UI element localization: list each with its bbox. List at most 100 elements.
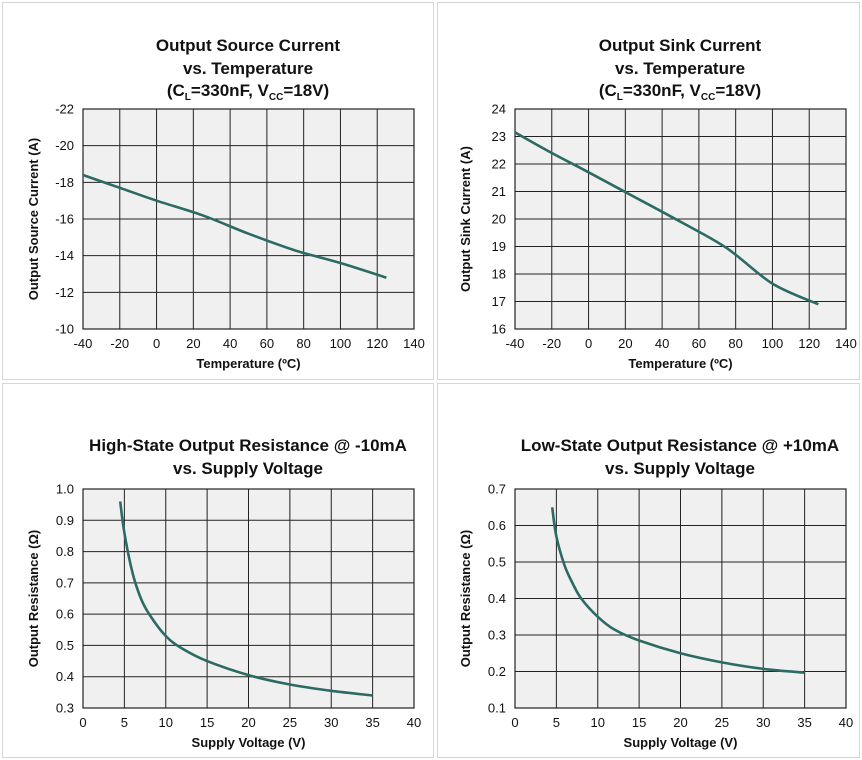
y-tick-label: 16 bbox=[492, 322, 506, 337]
x-tick-label: 20 bbox=[186, 336, 200, 351]
series-line bbox=[514, 131, 819, 306]
x-tick-label: 25 bbox=[715, 715, 729, 730]
plot-frame bbox=[82, 488, 415, 709]
y-tick-label: 0.4 bbox=[56, 669, 74, 684]
x-tick-label: 140 bbox=[835, 336, 857, 351]
x-axis-label: Temperature (ºC) bbox=[628, 356, 732, 371]
y-tick-label: 0.2 bbox=[488, 664, 506, 679]
y-axis-label: Output Sink Current (A) bbox=[458, 146, 473, 292]
x-tick-label: 120 bbox=[366, 336, 388, 351]
x-axis-label: Supply Voltage (V) bbox=[624, 735, 738, 750]
x-tick-label: -20 bbox=[110, 336, 129, 351]
x-tick-label: 120 bbox=[798, 336, 820, 351]
y-tick-label: 0.5 bbox=[56, 638, 74, 653]
series-line bbox=[118, 501, 373, 697]
y-tick-label: -22 bbox=[55, 102, 74, 117]
x-tick-label: 10 bbox=[591, 715, 605, 730]
x-tick-label: 80 bbox=[728, 336, 742, 351]
x-tick-label: 60 bbox=[692, 336, 706, 351]
x-tick-label: 15 bbox=[200, 715, 214, 730]
x-axis-label: Temperature (ºC) bbox=[196, 356, 300, 371]
y-tick-label: 19 bbox=[492, 239, 506, 254]
x-tick-label: -20 bbox=[542, 336, 561, 351]
plot-frame bbox=[514, 488, 847, 709]
chart-1: -40 -20 0 20 40 60 80 100 120 140 24 23 22 21 20 19 18 17… bbox=[458, 36, 857, 371]
x-tick-label: 30 bbox=[756, 715, 770, 730]
x-tick-label: 10 bbox=[159, 715, 173, 730]
y-tick-label: 1.0 bbox=[56, 482, 74, 497]
y-tick-label: -18 bbox=[55, 175, 74, 190]
y-tick-label: 0.5 bbox=[488, 555, 506, 570]
x-tick-label: 80 bbox=[296, 336, 310, 351]
y-tick-label: 21 bbox=[492, 184, 506, 199]
chart-title-line: vs. Temperature bbox=[615, 59, 745, 78]
x-tick-label: 5 bbox=[121, 715, 128, 730]
x-tick-label: 0 bbox=[79, 715, 86, 730]
x-tick-label: 25 bbox=[283, 715, 297, 730]
y-tick-label: -12 bbox=[55, 285, 74, 300]
x-tick-label: 100 bbox=[330, 336, 352, 351]
y-tick-label: -16 bbox=[55, 212, 74, 227]
chart-0: -40 -20 0 20 40 60 80 100 120 140 -22 -20 -18 -16 -14 -… bbox=[26, 36, 425, 371]
y-tick-label: 24 bbox=[492, 102, 506, 117]
y-tick-label: -20 bbox=[55, 138, 74, 153]
plot-frame bbox=[514, 108, 847, 330]
chart-title-conditions: (CL=330nF, VCC=18V) bbox=[167, 81, 329, 103]
series-line bbox=[82, 173, 387, 279]
y-tick-label: 0.1 bbox=[488, 701, 506, 716]
y-axis-label: Output Resistance (Ω) bbox=[458, 530, 473, 668]
x-axis-label: Supply Voltage (V) bbox=[192, 735, 306, 750]
x-tick-label: 40 bbox=[223, 336, 237, 351]
chart-title-line: vs. Supply Voltage bbox=[605, 459, 755, 478]
x-tick-label: 20 bbox=[618, 336, 632, 351]
y-tick-label: 18 bbox=[492, 267, 506, 282]
chart-title-conditions: (CL=330nF, VCC=18V) bbox=[599, 81, 761, 103]
chart-title-line: vs. Temperature bbox=[183, 59, 313, 78]
y-tick-label: 17 bbox=[492, 294, 506, 309]
plot-frame bbox=[82, 108, 415, 330]
chart-title-line: Output Source Current bbox=[156, 36, 341, 55]
y-tick-label: -14 bbox=[55, 248, 74, 263]
chart-title-line: High-State Output Resistance @ -10mA bbox=[89, 436, 407, 455]
x-tick-label: 40 bbox=[655, 336, 669, 351]
chart-title-line: vs. Supply Voltage bbox=[173, 459, 323, 478]
x-tick-label: 0 bbox=[511, 715, 518, 730]
x-tick-label: 60 bbox=[260, 336, 274, 351]
chart-2: 0 5 10 15 20 25 30 35 40 1.0 0.9 0.8 0.7 0.6 0.5 0.4 0.3… bbox=[26, 436, 421, 750]
y-tick-label: 0.4 bbox=[488, 591, 506, 606]
x-tick-label: 40 bbox=[407, 715, 421, 730]
x-tick-label: 20 bbox=[673, 715, 687, 730]
chart-title-line: Low-State Output Resistance @ +10mA bbox=[521, 436, 839, 455]
x-tick-label: 35 bbox=[797, 715, 811, 730]
y-tick-label: 0.3 bbox=[488, 628, 506, 643]
x-tick-label: 15 bbox=[632, 715, 646, 730]
x-tick-label: 0 bbox=[153, 336, 160, 351]
x-tick-label: 0 bbox=[585, 336, 592, 351]
x-tick-label: 20 bbox=[241, 715, 255, 730]
y-tick-label: -10 bbox=[55, 322, 74, 337]
y-tick-label: 23 bbox=[492, 129, 506, 144]
y-tick-label: 0.7 bbox=[488, 482, 506, 497]
chart-title-line: Output Sink Current bbox=[599, 36, 762, 55]
x-tick-label: -40 bbox=[74, 336, 93, 351]
y-tick-label: 0.6 bbox=[56, 607, 74, 622]
x-tick-label: -40 bbox=[506, 336, 525, 351]
y-tick-label: 0.3 bbox=[56, 701, 74, 716]
y-tick-label: 0.6 bbox=[488, 518, 506, 533]
x-tick-label: 100 bbox=[762, 336, 784, 351]
x-tick-label: 140 bbox=[403, 336, 425, 351]
y-axis-label: Output Resistance (Ω) bbox=[26, 530, 41, 668]
y-tick-label: 0.7 bbox=[56, 575, 74, 590]
series-line bbox=[550, 507, 805, 674]
x-tick-label: 35 bbox=[365, 715, 379, 730]
y-tick-label: 22 bbox=[492, 157, 506, 172]
y-tick-label: 0.8 bbox=[56, 544, 74, 559]
y-tick-label: 0.9 bbox=[56, 513, 74, 528]
chart-3: 0 5 10 15 20 25 30 35 40 0.7 0.6 0.5 0.4 0.3 0.2 0.1 Sup… bbox=[458, 436, 853, 750]
x-tick-label: 5 bbox=[553, 715, 560, 730]
x-tick-label: 30 bbox=[324, 715, 338, 730]
x-tick-label: 40 bbox=[839, 715, 853, 730]
y-axis-label: Output Source Current (A) bbox=[26, 138, 41, 301]
y-tick-label: 20 bbox=[492, 212, 506, 227]
